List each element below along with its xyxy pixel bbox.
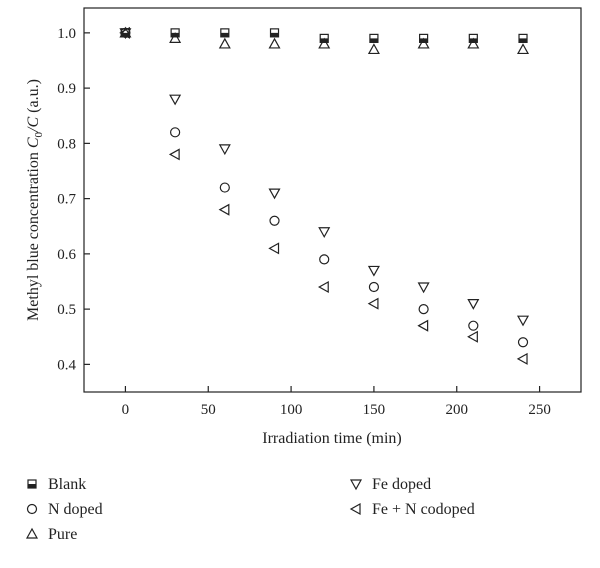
legend-label-n-doped: N doped bbox=[48, 501, 103, 518]
series-n-doped bbox=[120, 27, 529, 348]
y-tick-label: 0.7 bbox=[57, 192, 76, 208]
data-point-n-doped bbox=[219, 182, 230, 193]
data-point-pure bbox=[367, 43, 380, 55]
legend-item-fe-n-codoped: Fe + N codoped bbox=[349, 501, 475, 518]
legend: Blank N doped Pure Fe doped Fe + N codoped bbox=[25, 476, 475, 543]
data-point-fe-n-codoped bbox=[317, 281, 329, 294]
data-point-n-doped bbox=[170, 127, 181, 138]
x-tick-label: 100 bbox=[280, 402, 303, 418]
data-point-pure bbox=[218, 37, 231, 49]
data-point-fe-n-codoped bbox=[218, 203, 230, 216]
data-point-blank bbox=[220, 28, 230, 38]
data-point-fe-n-codoped bbox=[516, 352, 528, 365]
legend-item-pure: Pure bbox=[25, 526, 77, 543]
legend-marker-blank bbox=[27, 479, 37, 489]
legend-marker-fe-n-codoped bbox=[349, 502, 361, 516]
legend-label-fe-n-codoped: Fe + N codoped bbox=[372, 501, 475, 518]
data-point-fe-n-codoped bbox=[417, 319, 429, 332]
data-point-fe-n-codoped bbox=[268, 242, 280, 255]
data-point-fe-doped bbox=[516, 315, 530, 327]
legend-marker-pure bbox=[25, 527, 39, 539]
legend-label-pure: Pure bbox=[48, 526, 77, 543]
legend-item-blank: Blank bbox=[27, 476, 86, 493]
data-point-pure bbox=[467, 37, 480, 49]
legend-item-n-doped: N doped bbox=[26, 501, 103, 518]
data-point-n-doped bbox=[269, 215, 280, 226]
x-tick-label: 150 bbox=[363, 402, 386, 418]
series-fe-n-codoped bbox=[119, 26, 528, 365]
data-point-n-doped bbox=[468, 320, 479, 331]
legend-item-fe-doped: Fe doped bbox=[349, 476, 431, 493]
data-points bbox=[119, 26, 530, 365]
data-point-n-doped bbox=[368, 281, 380, 293]
legend-marker-fe-doped bbox=[349, 479, 363, 491]
data-point-blank bbox=[419, 33, 429, 43]
y-axis-title-sub: 0 bbox=[33, 131, 45, 137]
x-tick-label: 200 bbox=[446, 402, 469, 418]
x-tick-label: 0 bbox=[122, 402, 130, 418]
y-tick-label: 1.0 bbox=[57, 26, 76, 42]
data-point-n-doped bbox=[319, 254, 330, 265]
y-tick-label: 0.8 bbox=[57, 136, 76, 152]
y-tick-label: 0.5 bbox=[57, 302, 76, 318]
data-point-fe-n-codoped bbox=[168, 148, 180, 161]
series-blank bbox=[120, 28, 528, 43]
y-axis-title-main: Methyl blue concentration bbox=[25, 148, 42, 321]
data-point-blank bbox=[170, 28, 180, 38]
legend-label-fe-doped: Fe doped bbox=[372, 476, 431, 493]
data-point-pure bbox=[318, 37, 331, 49]
data-point-blank bbox=[269, 28, 280, 38]
legend-marker-n-doped bbox=[26, 503, 38, 515]
x-axis-title: Irradiation time (min) bbox=[262, 430, 402, 447]
data-point-blank bbox=[369, 33, 379, 43]
data-point-pure bbox=[169, 32, 182, 43]
data-point-fe-n-codoped bbox=[367, 297, 379, 310]
x-tick-label: 50 bbox=[201, 402, 216, 418]
data-point-blank bbox=[468, 33, 478, 43]
data-point-n-doped bbox=[418, 304, 429, 315]
legend-label-blank: Blank bbox=[48, 476, 86, 493]
y-axis-title-unit: (a.u.) bbox=[25, 79, 42, 117]
y-tick-label: 0.9 bbox=[57, 81, 76, 97]
data-point-fe-doped bbox=[367, 265, 380, 277]
y-axis-title-c0: C bbox=[25, 137, 42, 148]
data-point-fe-n-codoped bbox=[467, 330, 478, 343]
data-point-blank bbox=[518, 33, 528, 43]
plot-frame bbox=[83, 7, 582, 393]
data-point-fe-doped bbox=[417, 282, 430, 294]
data-point-fe-doped bbox=[218, 144, 231, 156]
data-point-fe-doped bbox=[268, 188, 281, 200]
x-tick-label: 250 bbox=[528, 402, 551, 418]
series-fe-doped bbox=[119, 28, 530, 327]
data-point-fe-doped bbox=[119, 28, 132, 40]
x-axis-ticks: 0 50 100 150 200 250 bbox=[122, 386, 551, 418]
data-point-n-doped bbox=[517, 337, 529, 348]
y-axis-title: Methyl blue concentration C0/C (a.u.) bbox=[25, 79, 45, 321]
data-point-fe-doped bbox=[169, 94, 182, 106]
data-point-pure bbox=[516, 43, 530, 55]
y-tick-label: 0.4 bbox=[57, 357, 76, 373]
data-point-pure bbox=[417, 37, 430, 49]
data-point-fe-n-codoped bbox=[119, 26, 131, 39]
y-axis-ticks: 0.4 0.5 0.6 0.7 0.8 0.9 1.0 bbox=[57, 26, 90, 373]
data-point-fe-doped bbox=[467, 298, 480, 310]
data-point-pure bbox=[268, 37, 281, 49]
y-axis-title-rest: /C bbox=[25, 116, 42, 132]
data-point-fe-doped bbox=[318, 227, 331, 239]
data-point-blank bbox=[319, 33, 329, 43]
y-tick-label: 0.6 bbox=[57, 247, 76, 263]
